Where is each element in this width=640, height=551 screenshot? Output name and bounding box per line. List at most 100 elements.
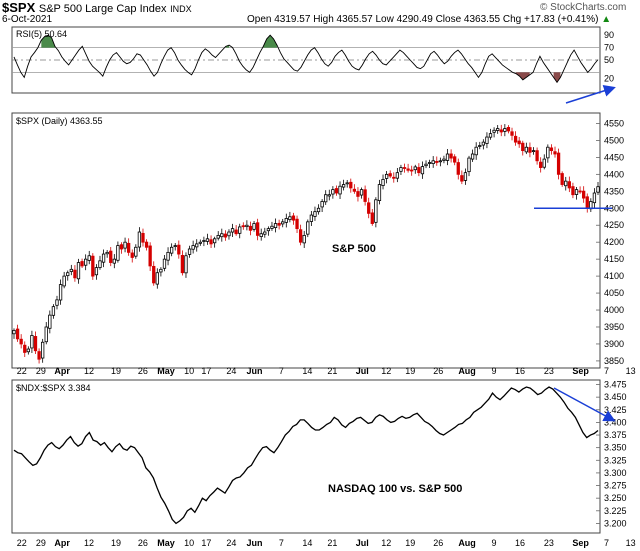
x-tick-label: 23	[544, 538, 554, 548]
x-tick-label: 29	[36, 538, 46, 548]
candle-body	[273, 223, 278, 229]
candle-body	[37, 351, 41, 360]
candle-body	[51, 306, 56, 316]
candle-body	[173, 245, 177, 247]
candle-body	[30, 335, 34, 349]
chart-date: 6-Oct-2021	[2, 14, 53, 25]
candle-body	[298, 229, 303, 243]
candle-body	[234, 229, 238, 235]
candle-body	[585, 196, 589, 209]
price-tick-label: 4500	[604, 135, 624, 145]
candle-body	[266, 228, 271, 232]
rsi-line	[13, 34, 599, 84]
candle-body	[259, 233, 263, 237]
x-tick-label: 13	[626, 366, 636, 376]
candle-body	[402, 167, 407, 169]
candle-body	[198, 241, 202, 244]
candle-body	[73, 269, 77, 279]
candle-body	[216, 235, 220, 239]
candle-body	[470, 153, 475, 160]
x-axis-labels: 22 22 29 29 Apr Apr 12 12 19 19 26 26 May May 10 10 17 17…	[17, 366, 636, 548]
candle-body	[248, 225, 253, 231]
candle-body	[41, 341, 45, 359]
x-tick-label: 22	[17, 366, 27, 376]
candle-body	[435, 160, 439, 163]
x-tick-label: Apr	[54, 366, 70, 376]
x-tick-label: Apr	[54, 538, 70, 548]
watermark: © StockCharts.com	[540, 2, 627, 13]
candle-body	[316, 207, 321, 213]
candle-body	[162, 258, 167, 269]
x-tick-label: 24	[226, 538, 236, 548]
candle-body	[205, 238, 210, 242]
ratio-tick-label: 3.375	[604, 430, 627, 440]
candle-body	[263, 231, 267, 235]
candle-body	[105, 251, 109, 255]
x-tick-label: 7	[279, 366, 284, 376]
ratio-tick-label: 3.450	[604, 392, 627, 402]
ratio-panel-frame	[11, 379, 601, 534]
x-tick-label: 10	[184, 538, 194, 548]
x-tick-label: 26	[433, 366, 443, 376]
candle-body	[578, 190, 582, 193]
change-arrow-icon: ▲	[601, 14, 612, 25]
candle-body	[62, 275, 66, 287]
x-tick-label: Sep	[572, 538, 589, 548]
price-annotation: S&P 500	[332, 243, 376, 255]
candle-body	[492, 129, 496, 133]
candle-body	[26, 348, 30, 353]
x-tick-label: 7	[604, 538, 609, 548]
x-tick-label: 26	[433, 538, 443, 548]
x-tick-label: 7	[604, 366, 609, 376]
price-tick-label: 3900	[604, 339, 624, 349]
candle-body	[306, 221, 310, 235]
candle-body	[238, 226, 242, 234]
candle-body	[98, 260, 102, 268]
candle-body	[374, 199, 378, 223]
x-tick-label: 16	[515, 538, 525, 548]
candle-body	[291, 215, 296, 221]
price-tick-label: 3850	[604, 356, 624, 366]
price-tick-label: 4150	[604, 254, 624, 264]
candle-body	[424, 163, 428, 167]
x-tick-label: 29	[36, 366, 46, 376]
price-tick-label: 4450	[604, 152, 624, 162]
x-tick-label: Jun	[246, 366, 262, 376]
candle-body	[370, 212, 374, 224]
x-tick-label: 17	[201, 366, 211, 376]
candle-body	[12, 329, 16, 335]
candle-body	[288, 216, 292, 221]
candle-body	[503, 128, 507, 132]
candle-body	[94, 267, 99, 276]
candle-body	[592, 192, 597, 204]
candle-body	[141, 232, 145, 243]
candle-body	[302, 235, 306, 244]
candle-body	[331, 189, 335, 195]
price-tick-label: 4550	[604, 118, 624, 128]
candle-body	[438, 160, 443, 163]
x-tick-label: 13	[626, 538, 636, 548]
ratio-tick-label: 3.300	[604, 468, 627, 478]
candle-body	[227, 231, 231, 237]
x-tick-label: 19	[405, 538, 415, 548]
candle-body	[116, 245, 120, 261]
candle-body	[58, 284, 63, 301]
candle-body	[453, 156, 457, 163]
candle-body	[284, 218, 288, 223]
price-tick-label: 4350	[604, 186, 624, 196]
price-tick-label: 4400	[604, 169, 624, 179]
candle-body	[324, 194, 328, 203]
candle-body	[223, 233, 228, 238]
rsi-tick-label: 50	[604, 55, 614, 65]
ratio-tick-label: 3.325	[604, 455, 627, 465]
x-tick-label: 14	[302, 366, 312, 376]
candle-body	[33, 336, 38, 352]
candle-body	[69, 268, 73, 272]
candle-body	[334, 188, 339, 194]
candle-body	[510, 131, 514, 136]
x-tick-label: 7	[279, 538, 284, 548]
candle-body	[442, 158, 446, 161]
candle-body	[499, 129, 503, 133]
candle-body	[338, 185, 342, 195]
candle-body	[48, 314, 52, 329]
